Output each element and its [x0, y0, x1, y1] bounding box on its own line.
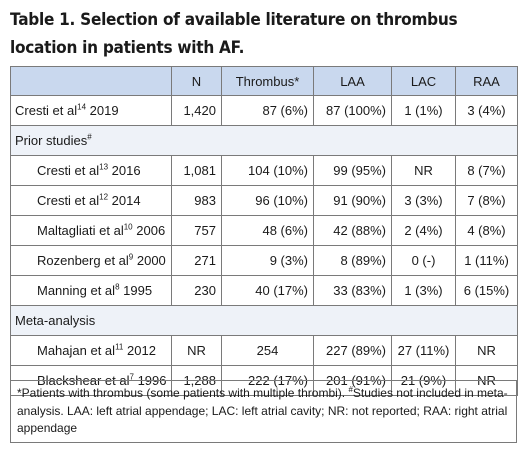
thrombus-cell: 104 (10%) — [221, 155, 314, 186]
reference-number: 8 — [115, 282, 120, 292]
laa-cell: 8 (89%) — [313, 245, 392, 276]
table-row: Rozenberg et al9 2000 271 9 (3%) 8 (89%)… — [10, 245, 518, 276]
n-cell: NR — [171, 335, 222, 366]
study-cell: Manning et al8 1995 — [10, 275, 172, 306]
header-laa: LAA — [313, 66, 392, 96]
header-thrombus: Thrombus* — [221, 66, 314, 96]
laa-cell: 227 (89%) — [313, 335, 392, 366]
study-cell: Mahajan et al11 2012 — [10, 335, 172, 366]
table-row: Cresti et al13 2016 1,081 104 (10%) 99 (… — [10, 155, 518, 186]
study-cell: Cresti et al13 2016 — [10, 155, 172, 186]
reference-number: 13 — [99, 162, 109, 172]
study-year: 2012 — [127, 343, 156, 358]
study-year: 2016 — [111, 163, 141, 178]
thrombus-cell: 48 (6%) — [221, 215, 314, 246]
table-footnote: *Patients with thrombus (some patients w… — [10, 380, 517, 443]
n-cell: 1,081 — [171, 155, 222, 186]
raa-cell: 4 (8%) — [455, 215, 518, 246]
lac-cell: 27 (11%) — [391, 335, 456, 366]
study-cell: Rozenberg et al9 2000 — [10, 245, 172, 276]
study-year: 2019 — [89, 103, 119, 118]
section-label: Prior studies# — [10, 125, 518, 156]
thrombus-cell: 87 (6%) — [221, 95, 314, 126]
table-row: Manning et al8 1995 230 40 (17%) 33 (83%… — [10, 275, 518, 306]
header-row: N Thrombus* LAA LAC RAA — [10, 66, 518, 96]
laa-cell: 33 (83%) — [313, 275, 392, 306]
lac-cell: 1 (3%) — [391, 275, 456, 306]
laa-cell: 99 (95%) — [313, 155, 392, 186]
study-name: Cresti et al — [15, 103, 78, 118]
n-cell: 1,420 — [171, 95, 222, 126]
thrombus-cell: 9 (3%) — [221, 245, 314, 276]
study-cell: Cresti et al12 2014 — [10, 185, 172, 216]
header-n: N — [171, 66, 222, 96]
lac-cell: NR — [391, 155, 456, 186]
header-lac: LAC — [391, 66, 456, 96]
study-name: Maltagliati et al — [37, 223, 124, 238]
section-label: Meta-analysis — [10, 305, 518, 336]
study-name: Rozenberg et al — [37, 253, 129, 268]
reference-number: 7 — [129, 372, 134, 382]
table-row: Maltagliati et al10 2006 757 48 (6%) 42 … — [10, 215, 518, 246]
study-name: Cresti et al — [37, 163, 100, 178]
reference-number: 14 — [77, 102, 87, 112]
table-row: Cresti et al12 2014 983 96 (10%) 91 (90%… — [10, 185, 518, 216]
footnote-text: *Patients with thrombus (some patients w… — [17, 386, 349, 400]
raa-cell: 6 (15%) — [455, 275, 518, 306]
header-study — [10, 66, 172, 96]
raa-cell: 3 (4%) — [455, 95, 518, 126]
n-cell: 757 — [171, 215, 222, 246]
footnote-mark: # — [87, 132, 92, 142]
raa-cell: 8 (7%) — [455, 155, 518, 186]
raa-cell: 7 (8%) — [455, 185, 518, 216]
laa-cell: 87 (100%) — [313, 95, 392, 126]
reference-number: 9 — [128, 252, 134, 262]
study-name: Manning et al — [37, 283, 116, 298]
study-year: 2000 — [136, 253, 166, 268]
n-cell: 230 — [171, 275, 222, 306]
raa-cell: 1 (11%) — [455, 245, 518, 276]
table-row: Mahajan et al11 2012 NR 254 227 (89%) 27… — [10, 335, 518, 366]
table-title: Table 1. Selection of available literatu… — [10, 10, 458, 57]
study-name: Cresti et al — [37, 193, 100, 208]
study-cell: Maltagliati et al10 2006 — [10, 215, 172, 246]
lac-cell: 0 (-) — [391, 245, 456, 276]
literature-table: N Thrombus* LAA LAC RAA Cresti et al14 2… — [10, 66, 518, 396]
table-row: Cresti et al14 2019 1,420 87 (6%) 87 (10… — [10, 95, 518, 126]
thrombus-cell: 254 — [221, 335, 314, 366]
lac-cell: 2 (4%) — [391, 215, 456, 246]
n-cell: 271 — [171, 245, 222, 276]
study-year: 2006 — [136, 223, 166, 238]
lac-cell: 1 (1%) — [391, 95, 456, 126]
section-label-text: Prior studies — [15, 133, 88, 148]
study-year: 1995 — [123, 283, 153, 298]
raa-cell: NR — [455, 335, 518, 366]
thrombus-cell: 96 (10%) — [221, 185, 314, 216]
reference-number: 11 — [115, 342, 124, 352]
reference-number: 12 — [99, 192, 109, 202]
reference-number: 10 — [123, 222, 133, 232]
study-cell: Cresti et al14 2019 — [10, 95, 172, 126]
section-row-meta-analysis: Meta-analysis — [10, 305, 518, 336]
footnote-mark: # — [348, 385, 353, 394]
laa-cell: 91 (90%) — [313, 185, 392, 216]
lac-cell: 3 (3%) — [391, 185, 456, 216]
study-name: Mahajan et al — [37, 343, 116, 358]
laa-cell: 42 (88%) — [313, 215, 392, 246]
n-cell: 983 — [171, 185, 222, 216]
section-row-prior-studies: Prior studies# — [10, 125, 518, 156]
header-raa: RAA — [455, 66, 518, 96]
footnote-text: Studies not included in meta-analysis. L… — [17, 386, 508, 435]
thrombus-cell: 40 (17%) — [221, 275, 314, 306]
study-year: 2014 — [111, 193, 141, 208]
